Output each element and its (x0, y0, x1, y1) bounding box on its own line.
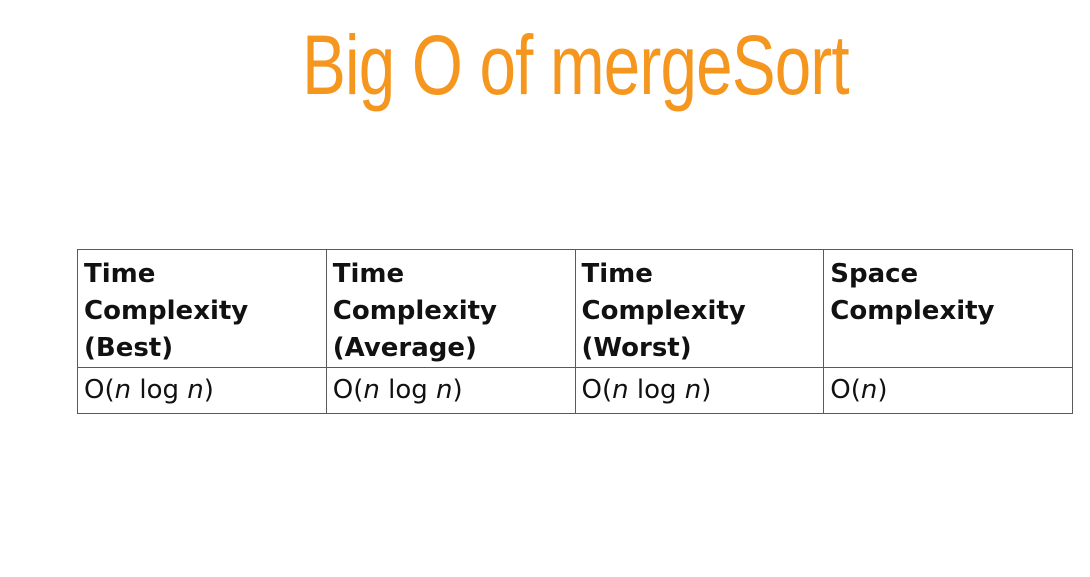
header-time-worst: Time Complexity (Worst) (574, 249, 825, 368)
header-line: Complexity (830, 296, 995, 326)
header-line: (Average) (332, 333, 477, 363)
value-middle: log (131, 375, 188, 405)
header-line: Time (332, 259, 405, 289)
slide-title: Big O of mergeSort (301, 17, 850, 112)
header-line: Time (84, 259, 156, 289)
value-variable: n (612, 375, 629, 405)
header-row: Time Complexity (Best) Time Complexity (… (77, 249, 1073, 368)
header-line: Space (830, 259, 919, 289)
header-line: Complexity (332, 296, 498, 326)
value-variable: n (684, 375, 702, 405)
value-variable: n (114, 375, 132, 405)
header-line: (Worst) (581, 333, 692, 363)
header-space: Space Complexity (823, 249, 1073, 368)
value-time-average: O(n log n) (325, 367, 576, 414)
value-suffix: ) (701, 375, 712, 405)
value-variable: n (187, 375, 204, 405)
complexity-table: Time Complexity (Best) Time Complexity (… (77, 249, 1073, 414)
value-prefix: O( (830, 375, 861, 405)
header-time-best: Time Complexity (Best) (77, 249, 327, 368)
value-time-best: O(n log n) (77, 367, 327, 414)
header-line: Complexity (84, 296, 249, 326)
value-prefix: O( (581, 375, 613, 405)
header-line: (Best) (84, 333, 174, 363)
value-variable: n (860, 375, 878, 405)
value-middle: log (628, 375, 685, 405)
value-suffix: ) (877, 375, 888, 405)
value-time-worst: O(n log n) (574, 367, 825, 414)
value-suffix: ) (203, 375, 214, 405)
slide-title-area: Big O of mergeSort (0, 0, 1090, 130)
header-line: Time (581, 259, 653, 289)
value-variable: n (363, 375, 380, 405)
value-row: O(n log n) O(n log n) O(n log n) O(n) (77, 367, 1073, 414)
value-middle: log (379, 375, 437, 405)
value-prefix: O( (84, 375, 115, 405)
header-time-average: Time Complexity (Average) (325, 249, 576, 368)
value-space: O(n) (823, 367, 1073, 414)
header-line: Complexity (581, 296, 746, 326)
value-prefix: O( (332, 375, 364, 405)
value-suffix: ) (452, 375, 463, 405)
value-variable: n (436, 375, 453, 405)
